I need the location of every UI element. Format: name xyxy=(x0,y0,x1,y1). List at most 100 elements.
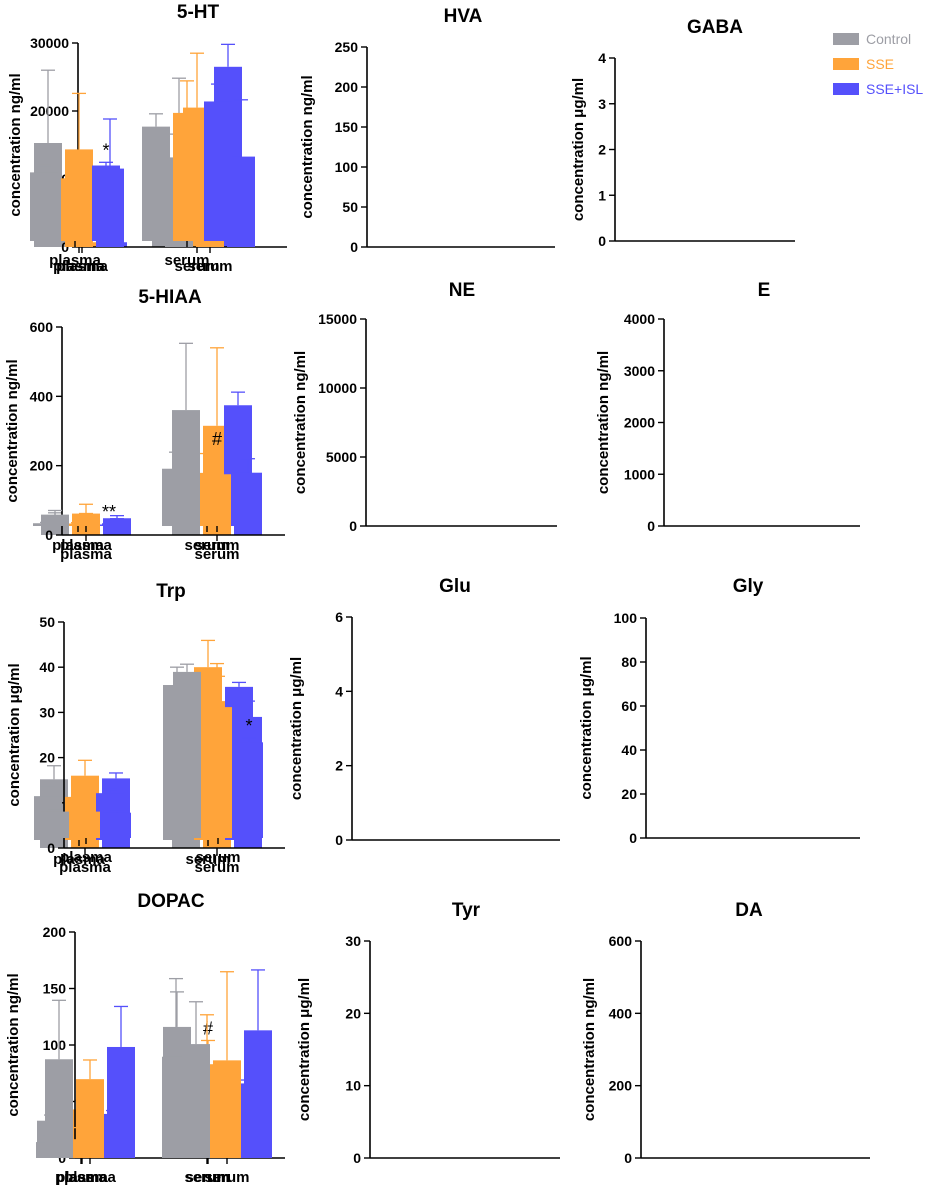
significance-mark: # xyxy=(203,1018,213,1038)
bar-sse-plasma xyxy=(76,1079,104,1158)
y-tick-label: 30 xyxy=(345,933,361,949)
x-tick-label: plasma xyxy=(56,258,108,275)
y-tick-label: 4 xyxy=(335,683,343,699)
y-tick-label: 0 xyxy=(353,1150,361,1166)
x-tick-label: serum xyxy=(194,546,239,563)
y-tick-label: 2 xyxy=(335,758,343,774)
y-tick-label: 400 xyxy=(30,388,54,404)
x-tick-label: serum xyxy=(194,859,239,876)
y-tick-label: 20 xyxy=(621,786,637,802)
y-tick-label: 100 xyxy=(614,610,638,626)
y-tick-label: 4000 xyxy=(624,311,655,327)
y-tick-label: 150 xyxy=(335,119,359,135)
y-axis-label: concentration ng/ml xyxy=(4,359,21,502)
significance-mark: # xyxy=(212,429,222,449)
y-tick-label: 15000 xyxy=(318,311,357,327)
bar-sse-plasma xyxy=(72,513,100,526)
bar-sse-serum xyxy=(213,1060,241,1158)
x-tick-label: serum xyxy=(184,1169,229,1186)
y-tick-label: 6 xyxy=(335,609,343,625)
x-tick-label: serum xyxy=(187,258,232,275)
chart-title: Trp xyxy=(156,581,186,602)
x-tick-label: plasma xyxy=(49,252,101,269)
bar-control-plasma xyxy=(30,172,58,241)
bar-sse-isl-plasma xyxy=(92,165,120,241)
y-tick-label: 0 xyxy=(624,1150,632,1166)
x-tick-label: plasma xyxy=(64,1169,116,1186)
y-tick-label: 600 xyxy=(30,319,54,335)
y-tick-label: 40 xyxy=(39,659,55,675)
y-tick-label: 10000 xyxy=(318,380,357,396)
chart-gaba: GABA concentration μg/ml * 0 1 2 3 4 plasma serum xyxy=(30,17,795,269)
y-tick-label: 2000 xyxy=(624,415,655,431)
x-tick-label: serum xyxy=(194,537,239,554)
y-axis-label: concentration μg/ml xyxy=(288,657,305,800)
y-tick-label: 1000 xyxy=(624,466,655,482)
y-tick-label: 60 xyxy=(621,698,637,714)
bar-sse-serum xyxy=(204,707,232,838)
significance-mark: ** xyxy=(102,502,116,522)
chart-title: Gly xyxy=(733,576,764,597)
bar-control-serum xyxy=(142,126,170,241)
legend-swatch xyxy=(833,33,859,45)
y-tick-label: 200 xyxy=(609,1078,633,1094)
y-tick-label: 5000 xyxy=(326,449,357,465)
chart-title: DOPAC xyxy=(137,891,204,912)
y-tick-label: 20 xyxy=(39,750,55,766)
legend-label: Control xyxy=(866,31,911,47)
y-axis-label: concentration μg/ml xyxy=(6,663,23,806)
bar-sse-isl-plasma xyxy=(103,523,131,535)
y-axis-label: concentration μg/ml xyxy=(296,978,313,1121)
legend-label: SSE+ISL xyxy=(866,81,923,97)
bar-sse-plasma xyxy=(61,178,89,241)
chart-title: E xyxy=(758,280,771,301)
x-tick-label: plasma xyxy=(59,859,111,876)
y-tick-label: 50 xyxy=(39,614,55,630)
chart-title: 5-HIAA xyxy=(138,287,202,308)
chart-title: NE xyxy=(449,280,475,301)
legend-swatch xyxy=(833,58,859,70)
chart-title: Glu xyxy=(439,576,471,597)
chart-title: 5-HT xyxy=(177,2,220,23)
bar-control-serum xyxy=(182,1044,210,1158)
y-tick-label: 200 xyxy=(43,924,67,940)
x-tick-label: plasma xyxy=(56,1169,108,1186)
y-axis-label: concentration μg/ml xyxy=(570,78,587,221)
y-axis-label: concentration ng/ml xyxy=(5,973,22,1116)
y-tick-label: 100 xyxy=(335,159,359,175)
x-tick-label: serum xyxy=(164,252,209,269)
chart-title: Tyr xyxy=(452,900,481,921)
x-tick-label: serum xyxy=(185,851,230,868)
bar-control-serum xyxy=(172,410,200,526)
y-axis-label: concentration μg/ml xyxy=(578,656,595,799)
significance-mark: * xyxy=(102,140,109,160)
chart-title: HVA xyxy=(444,6,483,27)
bar-control-serum xyxy=(173,671,201,838)
x-tick-label: plasma xyxy=(53,851,105,868)
x-tick-label: serum xyxy=(174,258,219,275)
bar-sse-plasma xyxy=(72,811,100,838)
x-tick-label: plasma xyxy=(60,546,112,563)
significance-mark: * xyxy=(245,716,252,736)
y-tick-label: 30000 xyxy=(30,35,69,51)
x-tick-label: serum xyxy=(185,1169,230,1186)
x-tick-label: plasma xyxy=(60,537,112,554)
y-tick-label: 0 xyxy=(335,832,343,848)
y-axis-label: concentration ng/ml xyxy=(7,73,24,216)
x-tick-label: serum xyxy=(204,1169,249,1186)
x-tick-label: serum xyxy=(184,537,229,554)
bar-sse-isl-plasma xyxy=(103,518,131,526)
y-tick-label: 1 xyxy=(598,187,606,203)
y-tick-label: 80 xyxy=(621,654,637,670)
bar-sse-isl-plasma xyxy=(103,812,131,838)
bar-sse-isl-serum xyxy=(234,472,262,526)
chart-gly: Gly concentration μg/ml * 0 20 40 60 80 100 plasm… xyxy=(41,576,860,866)
y-tick-label: 30 xyxy=(39,704,55,720)
y-tick-label: 100 xyxy=(43,1037,67,1053)
bar-control-plasma xyxy=(41,514,69,526)
y-tick-label: 2 xyxy=(598,142,606,158)
bar-sse-isl-serum xyxy=(235,742,263,838)
y-tick-label: 600 xyxy=(609,933,633,949)
bar-sse-serum xyxy=(173,112,201,242)
